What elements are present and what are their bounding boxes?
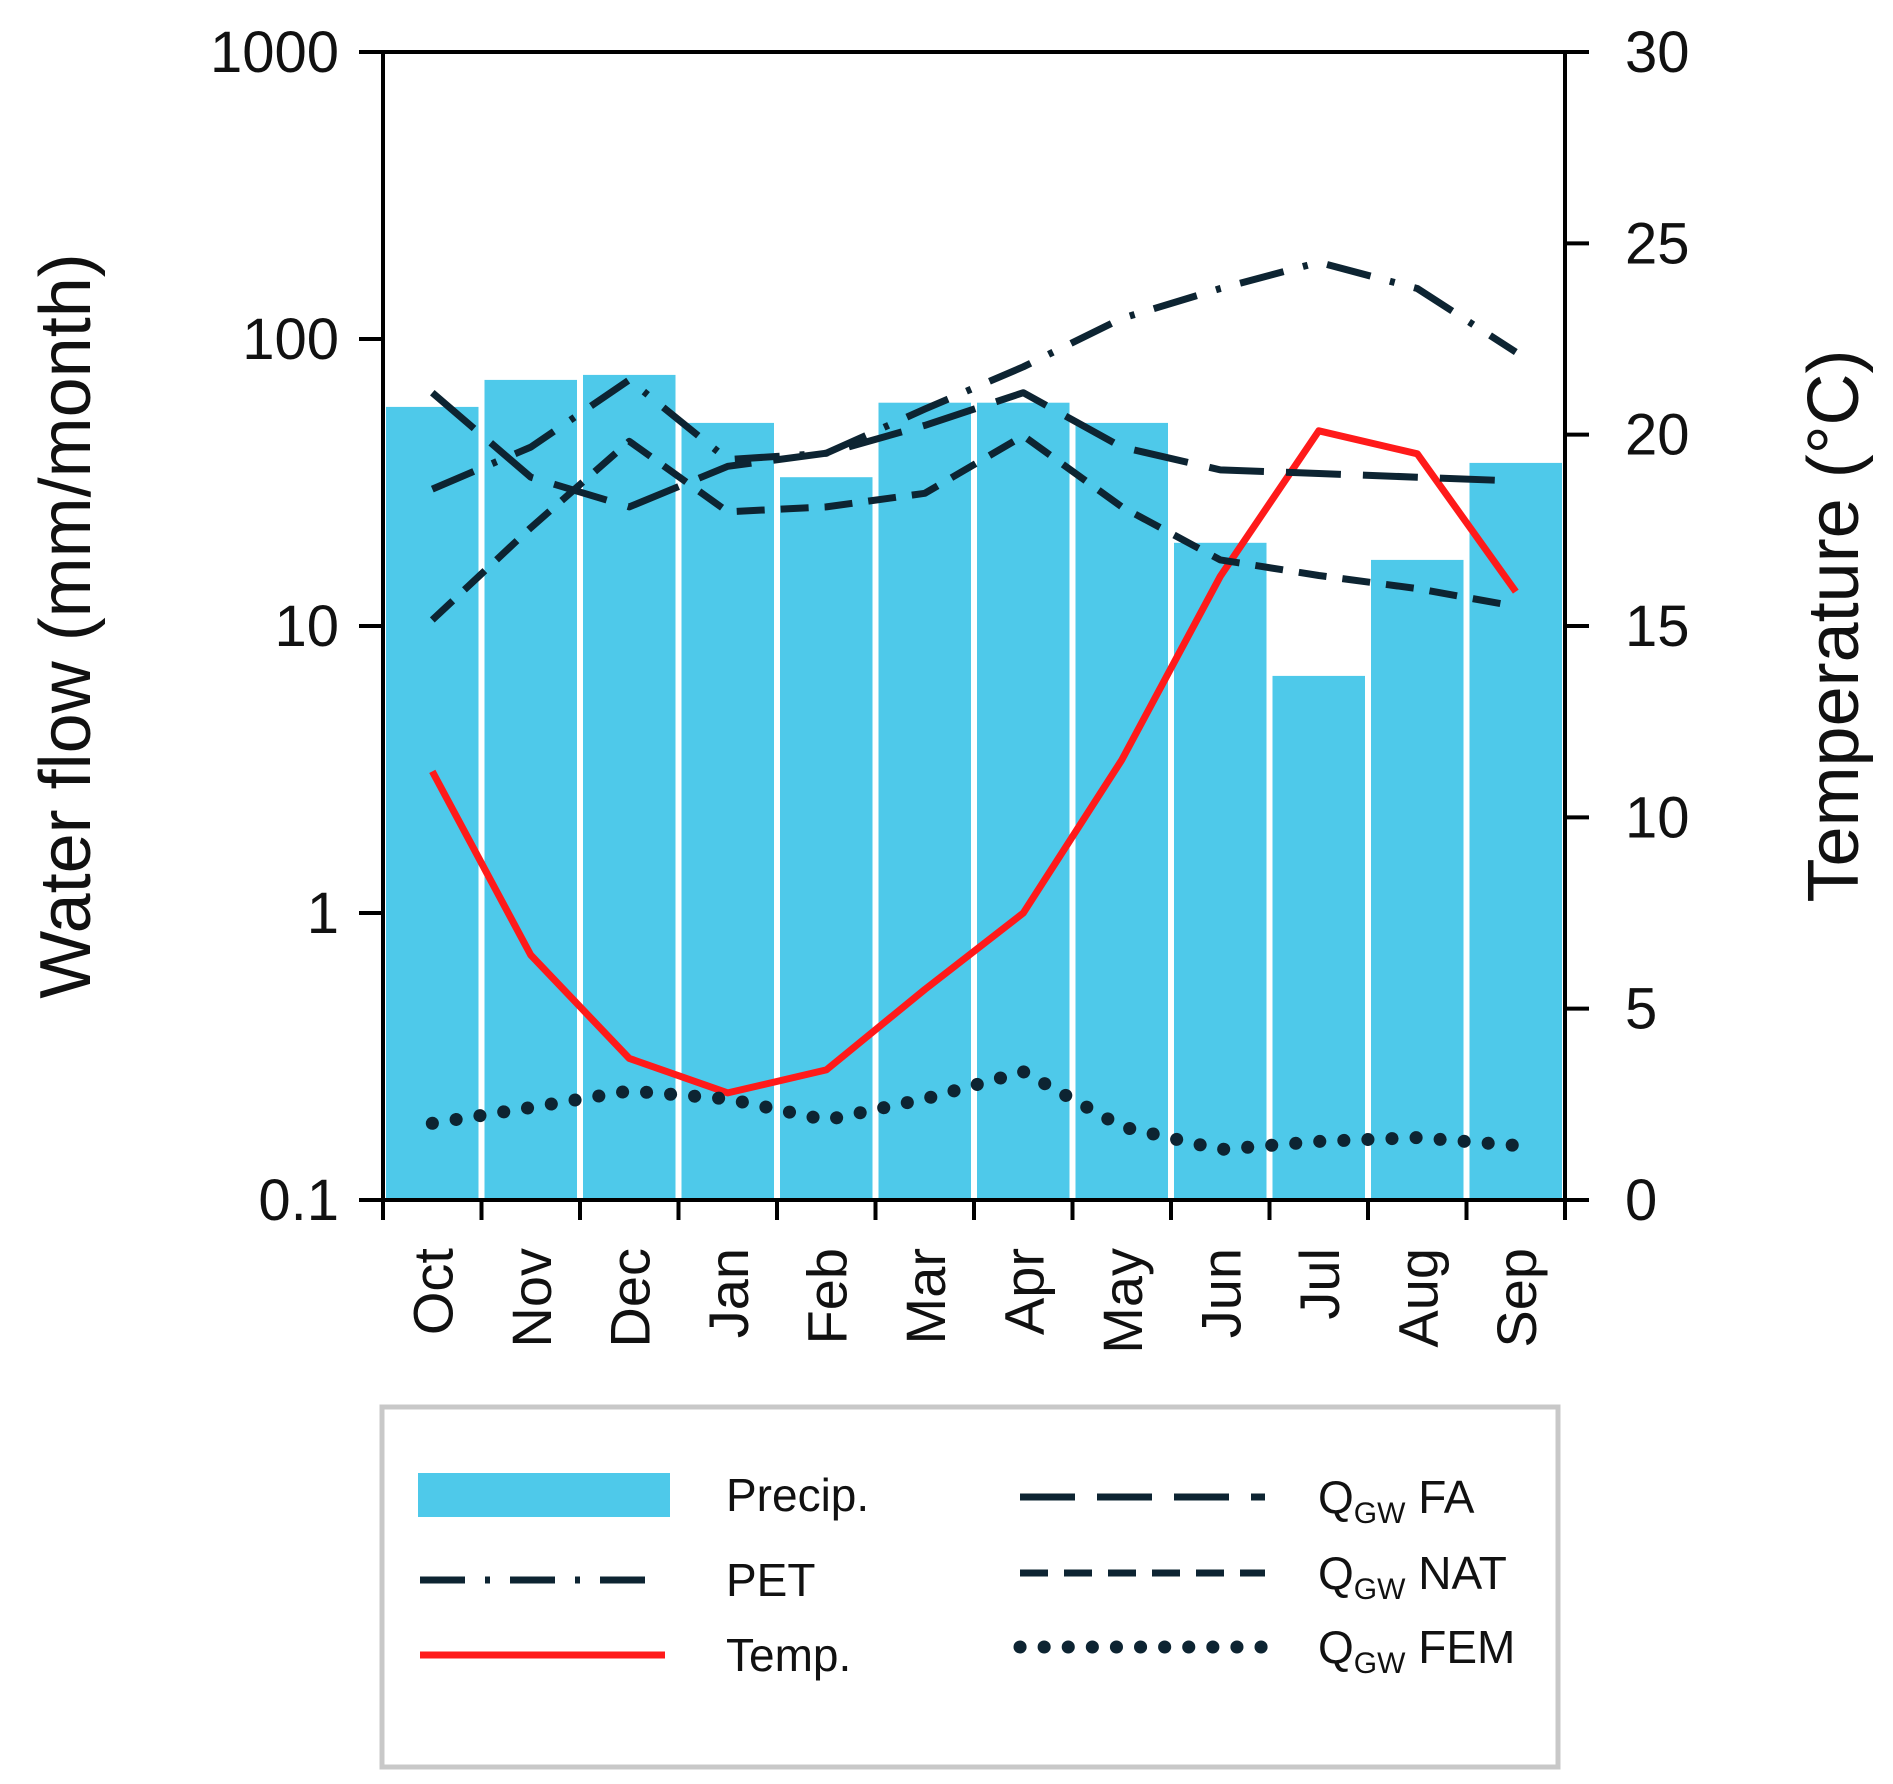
legend-pet-label: PET: [726, 1554, 815, 1606]
month-label-apr: Apr: [992, 1248, 1055, 1335]
month-label-sep: Sep: [1485, 1248, 1548, 1348]
series-line-temp: [429, 427, 1519, 1097]
precip-bar-jun: [1174, 542, 1267, 1200]
right-tick-label: 25: [1625, 211, 1690, 276]
precip-bar-dec: [583, 374, 676, 1200]
month-label-nov: Nov: [500, 1248, 563, 1348]
left-tick-label: 1: [307, 881, 339, 946]
legend-precip-label: Precip.: [726, 1469, 869, 1521]
series-line-pet: [430, 258, 1518, 493]
left-tick-label: 10: [274, 594, 339, 659]
month-label-may: May: [1091, 1248, 1154, 1354]
right-tick-label: 15: [1625, 594, 1690, 659]
left-tick-label: 1000: [210, 20, 339, 85]
series-line-fa: [430, 389, 1516, 511]
legend-precip-swatch: [418, 1473, 670, 1517]
month-label-jun: Jun: [1189, 1248, 1252, 1338]
month-label-jan: Jan: [697, 1248, 760, 1338]
legend-qgw-fa-label: QGW FA: [1318, 1471, 1475, 1530]
plot-area: 0.1 1 10 100 1000 0 5 10 15 20 25 30 Oct Nov Dec Jan Feb…: [26, 20, 1874, 1354]
precip-bar-aug: [1371, 559, 1464, 1200]
precip-bar-nov: [484, 379, 577, 1200]
legend-box: [379, 1404, 1561, 1770]
legend-qgw-nat-label: QGW NAT: [1318, 1547, 1507, 1606]
left-axis-title: Water flow (mm/month): [26, 253, 106, 998]
legend: Precip. PET Temp. QGW FA QGW NAT QGW FEM: [418, 1469, 1515, 1681]
legend-temp-label: Temp.: [726, 1629, 851, 1681]
month-label-jul: Jul: [1288, 1248, 1351, 1320]
right-tick-label: 0: [1625, 1168, 1657, 1233]
month-label-dec: Dec: [598, 1248, 661, 1348]
right-tick-label: 10: [1625, 785, 1690, 850]
month-label-oct: Oct: [401, 1248, 464, 1336]
precip-bar-sep: [1469, 462, 1562, 1200]
month-label-mar: Mar: [894, 1248, 957, 1344]
right-tick-label: 5: [1625, 977, 1657, 1042]
left-tick-label: 0.1: [258, 1168, 339, 1233]
precip-bar-jan: [681, 422, 774, 1200]
precip-bar-jul: [1272, 675, 1365, 1200]
series-line-nat: [429, 432, 1517, 623]
left-tick-label: 100: [242, 307, 339, 372]
right-tick-label: 30: [1625, 20, 1690, 85]
precip-bar-feb: [780, 477, 873, 1200]
precip-bar-apr: [977, 402, 1070, 1200]
precip-bar-mar: [878, 402, 971, 1200]
month-label-feb: Feb: [795, 1248, 858, 1345]
precip-bar-oct: [386, 406, 479, 1200]
series-line-fem: [425, 1065, 1523, 1156]
legend-qgw-fem-label: QGW FEM: [1318, 1621, 1515, 1680]
month-label-aug: Aug: [1386, 1248, 1449, 1348]
right-axis-title: Temperature (°C): [1794, 350, 1874, 903]
right-tick-label: 20: [1625, 403, 1690, 468]
